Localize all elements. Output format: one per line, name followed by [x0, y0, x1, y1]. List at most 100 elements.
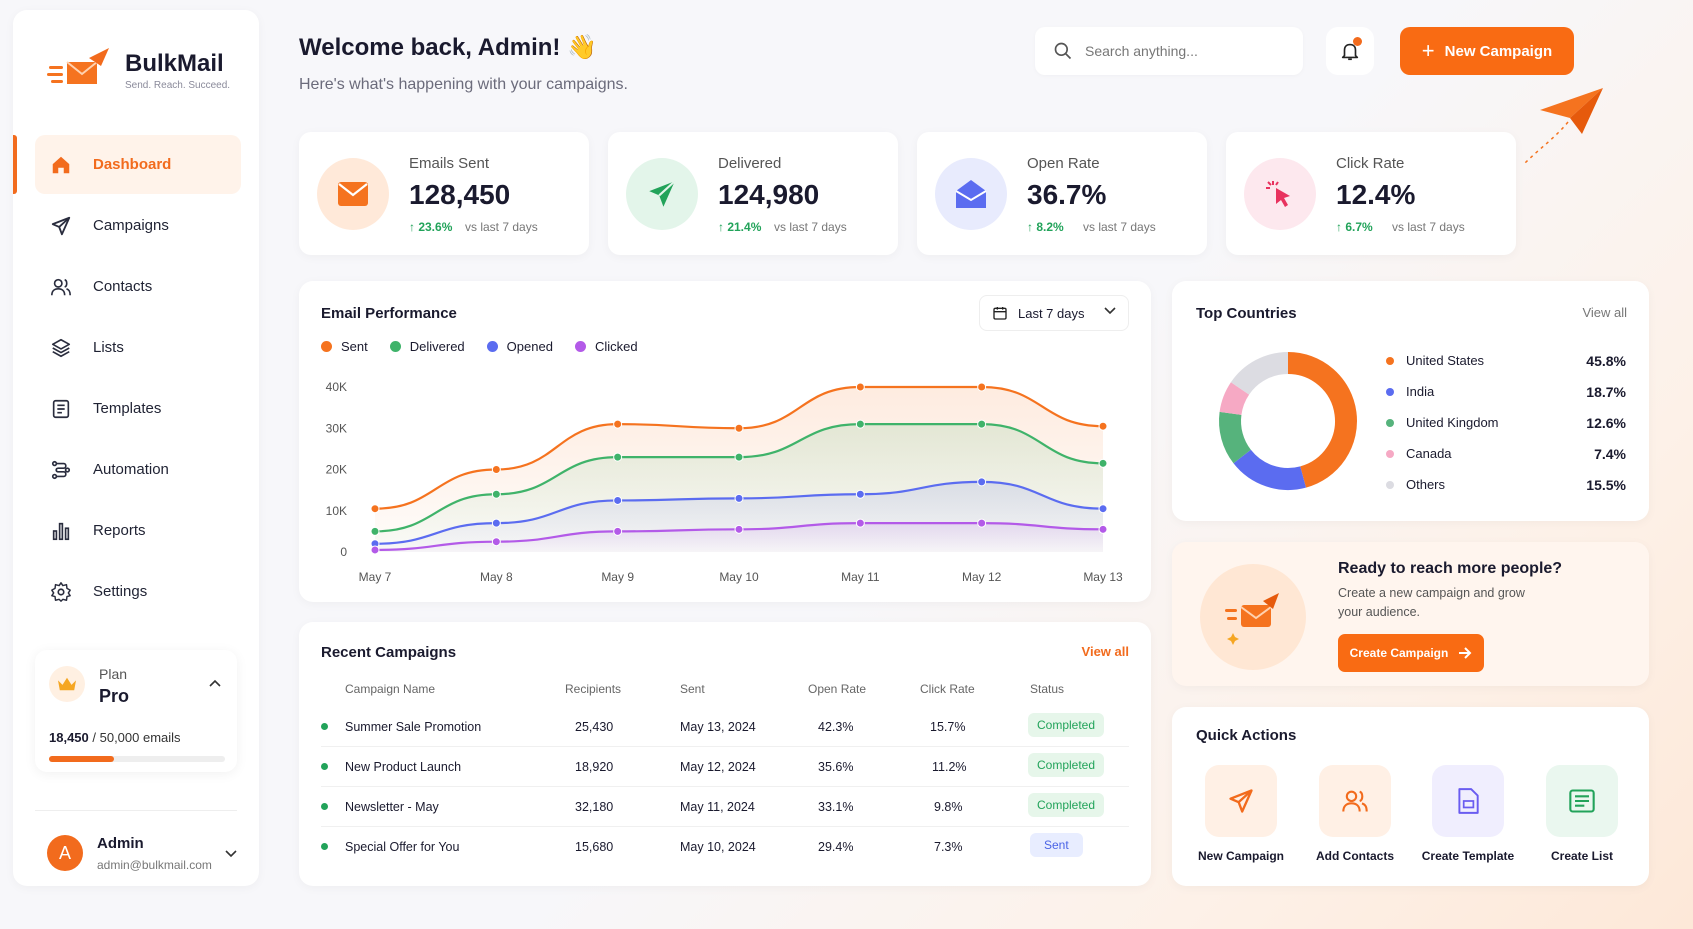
status-badge: Completed [1028, 793, 1105, 817]
recent-campaigns-card: Recent Campaigns View all Campaign Name … [299, 622, 1151, 886]
quick-action-label: New Campaign [1197, 849, 1284, 863]
donut-slice[interactable] [1287, 352, 1357, 488]
card-title: Recent Campaigns [321, 644, 457, 661]
logo[interactable]: BulkMail Send. Reach. Succeed. [45, 44, 230, 96]
plan-usage-bar [49, 756, 225, 762]
data-point[interactable] [734, 452, 744, 462]
send-icon [49, 214, 73, 238]
recipients: 25,430 [575, 720, 614, 734]
data-point[interactable] [613, 526, 623, 536]
mail-icon [317, 158, 389, 230]
create-campaign-button[interactable]: Create Campaign [1338, 634, 1484, 672]
sidebar-item-settings[interactable]: Settings [13, 562, 259, 621]
view-all-countries-link[interactable]: View all [1582, 305, 1627, 320]
data-point[interactable] [977, 382, 987, 392]
data-point[interactable] [491, 518, 501, 528]
data-point[interactable] [370, 526, 380, 536]
sidebar-item-reports[interactable]: Reports [13, 501, 259, 560]
sidebar-item-label: Contacts [93, 278, 153, 295]
data-point[interactable] [734, 524, 744, 534]
data-point[interactable] [1098, 458, 1108, 468]
data-point[interactable] [491, 537, 501, 547]
status-dot [321, 723, 328, 730]
quick-action-create-template[interactable]: Create Template [1413, 765, 1523, 863]
table-row[interactable]: Special Offer for You 15,680 May 10, 202… [321, 827, 1129, 867]
data-point[interactable] [977, 477, 987, 487]
quick-action-new-campaign[interactable]: New Campaign [1186, 765, 1296, 863]
chart-legend: Sent Delivered Opened Clicked [321, 339, 660, 354]
data-point[interactable] [855, 518, 865, 528]
quick-action-create-list[interactable]: Create List [1527, 765, 1637, 863]
data-point[interactable] [855, 419, 865, 429]
data-point[interactable] [1098, 504, 1108, 514]
column-header[interactable]: Recipients [565, 682, 622, 696]
data-point[interactable] [491, 489, 501, 499]
donut-slice[interactable] [1230, 352, 1289, 396]
table-row[interactable]: New Product Launch 18,920 May 12, 2024 3… [321, 747, 1129, 787]
user-email: admin@bulkmail.com [97, 858, 212, 872]
promo-card: Ready to reach more people? Create a new… [1172, 542, 1649, 686]
data-point[interactable] [977, 518, 987, 528]
data-point[interactable] [491, 465, 501, 474]
data-point[interactable] [613, 495, 623, 505]
legend-label: Opened [506, 339, 553, 354]
user-menu[interactable]: A Admin admin@bulkmail.com [35, 825, 245, 881]
click-rate: 7.3% [934, 840, 963, 854]
chevron-down-icon[interactable] [225, 845, 237, 863]
column-header[interactable]: Status [1030, 682, 1065, 696]
sidebar-item-campaigns[interactable]: Campaigns [13, 196, 259, 255]
data-point[interactable] [370, 545, 380, 555]
data-point[interactable] [1098, 524, 1108, 534]
new-campaign-button[interactable]: + New Campaign [1400, 27, 1574, 75]
chevron-up-icon[interactable] [209, 674, 221, 692]
bell-icon [1341, 43, 1359, 61]
calendar-icon [993, 307, 1007, 320]
data-point[interactable] [855, 489, 865, 499]
table-row[interactable]: Newsletter - May 32,180 May 11, 2024 33.… [321, 787, 1129, 827]
legend-item[interactable]: Clicked [574, 339, 638, 354]
sidebar-item-contacts[interactable]: Contacts [13, 257, 259, 316]
column-header[interactable]: Open Rate [808, 682, 867, 696]
sidebar-item-automation[interactable]: Automation [13, 440, 259, 499]
data-point[interactable] [734, 423, 744, 433]
stat-label: Delivered [718, 155, 782, 172]
sidebar-item-templates[interactable]: Templates [13, 379, 259, 438]
legend-item[interactable]: Opened [486, 339, 553, 354]
data-point[interactable] [855, 382, 865, 392]
avatar: A [47, 835, 83, 871]
data-point[interactable] [613, 452, 623, 462]
quick-action-label: Add Contacts [1316, 849, 1394, 863]
send-icon [1205, 765, 1277, 837]
x-tick-label: May 11 [841, 570, 880, 584]
donut-slice[interactable] [1219, 411, 1252, 464]
sidebar-item-dashboard[interactable]: Dashboard [13, 135, 259, 194]
data-point[interactable] [734, 493, 744, 503]
x-tick-label: May 7 [359, 570, 392, 584]
page-title: Welcome back, Admin! 👋 [299, 34, 597, 61]
sidebar-item-lists[interactable]: Lists [13, 318, 259, 377]
data-point[interactable] [1098, 421, 1108, 431]
quick-action-add-contacts[interactable]: Add Contacts [1300, 765, 1410, 863]
legend-item[interactable]: Delivered [389, 339, 465, 354]
column-header[interactable]: Click Rate [920, 682, 975, 696]
table-row[interactable]: Summer Sale Promotion 25,430 May 13, 202… [321, 707, 1129, 747]
search-input[interactable]: Search anything... [1035, 27, 1303, 75]
data-point[interactable] [370, 504, 380, 514]
sidebar-item-label: Settings [93, 583, 148, 600]
card-title: Email Performance [321, 305, 457, 322]
legend-item[interactable]: Sent [321, 339, 368, 354]
column-header[interactable]: Sent [680, 682, 705, 696]
date-range-select[interactable]: Last 7 days [979, 295, 1129, 331]
page-subtitle: Here's what's happening with your campai… [299, 76, 628, 93]
view-all-campaigns-link[interactable]: View all [1081, 644, 1129, 659]
plan-card[interactable]: Plan Pro 18,450 / 50,000 emails [35, 650, 237, 772]
column-header[interactable]: Campaign Name [345, 682, 436, 696]
stat-card-open-rate: Open Rate 36.7% ↑ 8.2% vs last 7 days [917, 132, 1207, 255]
data-point[interactable] [613, 419, 623, 429]
y-tick-label: 20K [326, 463, 347, 477]
donut-slice[interactable] [1233, 449, 1306, 490]
data-point[interactable] [977, 419, 987, 429]
notification-button[interactable] [1326, 27, 1374, 75]
donut-slice[interactable] [1219, 382, 1250, 416]
